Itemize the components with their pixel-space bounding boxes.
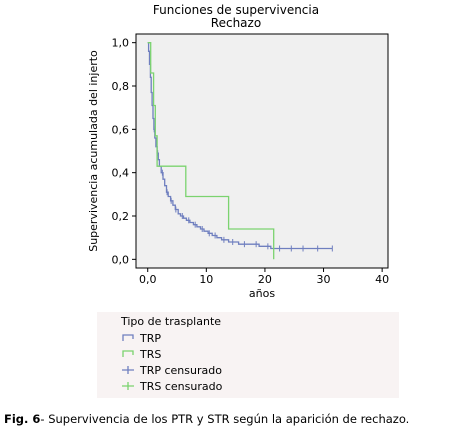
y-tick-label: 1,0	[112, 37, 130, 50]
legend-entry-trs-censurado: TRS censurado	[122, 380, 223, 393]
legend-box	[97, 312, 399, 398]
x-tick-label: 10	[199, 273, 213, 286]
legend-entry-trp-censurado: TRP censurado	[122, 364, 222, 377]
y-tick-label: 0,2	[112, 210, 130, 223]
legend-swatch	[122, 350, 134, 357]
x-tick-label: 40	[375, 273, 389, 286]
series-line-trs	[147, 42, 275, 260]
legend-swatch	[122, 366, 134, 374]
x-tick-label: 20	[258, 273, 272, 286]
x-tick-label: 30	[317, 273, 331, 286]
y-axis-label: Supervivencia acumulada del injerto	[87, 50, 100, 252]
chart-title: Funciones de supervivencia	[153, 3, 319, 17]
legend-label: TRS censurado	[139, 380, 223, 393]
legend-swatch	[122, 334, 134, 341]
series-line-trp	[147, 42, 333, 250]
legend-title: Tipo de trasplante	[120, 315, 221, 328]
legend-entry-trs: TRS	[122, 348, 161, 361]
figure-caption: Fig. 6- Supervivencia de los PTR y STR s…	[4, 412, 472, 426]
y-tick-label: 0,8	[112, 80, 130, 93]
y-tick-label: 0,6	[112, 123, 130, 136]
figure-caption-text: - Supervivencia de los PTR y STR según l…	[40, 412, 410, 426]
x-tick-label: 0,0	[139, 273, 157, 286]
legend-entry-trp: TRP	[122, 332, 161, 345]
legend-label: TRS	[139, 348, 161, 361]
legend-label: TRP	[139, 332, 161, 345]
y-tick-label: 0,0	[112, 253, 130, 266]
plot-area	[135, 33, 389, 269]
legend-swatch	[122, 382, 134, 390]
figure-caption-label: Fig. 6	[4, 412, 41, 426]
chart-subtitle: Rechazo	[211, 16, 261, 30]
x-axis-label: años	[249, 287, 275, 300]
survival-chart: Funciones de supervivencia Rechazo 0,0 10…	[87, 3, 399, 398]
legend-label: TRP censurado	[139, 364, 222, 377]
y-tick-label: 0,4	[112, 167, 130, 180]
